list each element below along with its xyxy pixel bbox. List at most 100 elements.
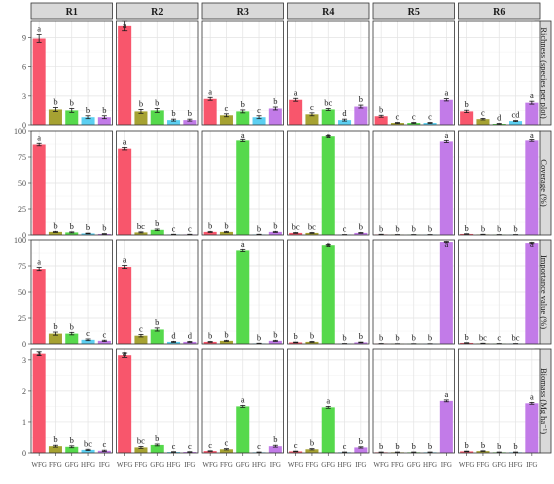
bar xyxy=(322,136,335,235)
significance-letter: b xyxy=(342,333,346,343)
x-tick-label: GFG xyxy=(236,461,250,469)
x-tick-label: WFG xyxy=(288,461,304,469)
x-tick-label: GFG xyxy=(492,461,506,469)
significance-letter: b xyxy=(86,222,90,232)
y-tick-label: 3 xyxy=(22,356,26,365)
significance-letter: b xyxy=(139,98,143,108)
y-tick-label: 25 xyxy=(18,205,26,214)
bar xyxy=(322,245,335,344)
y-tick-label: 0 xyxy=(22,449,26,458)
bar xyxy=(460,111,473,125)
bar xyxy=(118,149,131,235)
x-tick-label: FFG xyxy=(49,461,62,469)
significance-letter: b xyxy=(224,329,228,339)
significance-letter: c xyxy=(412,112,416,122)
bar xyxy=(322,109,335,125)
bar xyxy=(525,103,538,125)
bar xyxy=(236,406,249,453)
significance-letter: d xyxy=(188,330,193,340)
significance-letter: a xyxy=(444,88,448,98)
significance-letter: b xyxy=(53,97,57,107)
x-tick-label: WFG xyxy=(373,461,389,469)
x-tick-label: GFG xyxy=(150,461,164,469)
x-tick-label: FFG xyxy=(135,461,148,469)
significance-letter: b xyxy=(310,331,314,341)
significance-letter: b xyxy=(102,105,106,115)
significance-letter: bc xyxy=(324,97,332,107)
bar xyxy=(204,99,217,125)
x-tick-label: IFG xyxy=(355,461,366,469)
significance-letter: a xyxy=(241,239,245,249)
significance-letter: bc xyxy=(308,222,316,232)
significance-letter: bc xyxy=(479,332,487,342)
x-tick-label: IFG xyxy=(270,461,281,469)
column-strip-label: R3 xyxy=(237,7,249,18)
significance-letter: b xyxy=(224,220,228,230)
x-tick-label: HFG xyxy=(338,461,352,469)
bar xyxy=(236,111,249,125)
x-tick-label: WFG xyxy=(117,461,133,469)
x-tick-label: GFG xyxy=(65,461,79,469)
significance-letter: a xyxy=(326,239,330,249)
significance-letter: a xyxy=(444,239,448,249)
significance-letter: b xyxy=(257,223,261,233)
y-tick-label: 0 xyxy=(22,340,26,349)
bar xyxy=(118,267,131,344)
significance-letter: b xyxy=(102,223,106,233)
x-tick-label: IFG xyxy=(526,461,537,469)
bar xyxy=(33,269,46,344)
x-tick-label: FFG xyxy=(220,461,233,469)
x-tick-label: FFG xyxy=(391,461,404,469)
significance-letter: b xyxy=(53,220,57,230)
significance-letter: a xyxy=(37,24,41,34)
significance-letter: b xyxy=(465,223,469,233)
x-tick-label: HFG xyxy=(252,461,266,469)
significance-letter: c xyxy=(139,323,143,333)
significance-letter: cd xyxy=(512,110,521,120)
bar xyxy=(525,403,538,453)
bar xyxy=(322,407,335,453)
column-strip-label: R4 xyxy=(322,7,334,18)
significance-letter: c xyxy=(428,112,432,122)
column-strip-label: R6 xyxy=(493,7,505,18)
significance-letter: b xyxy=(412,441,416,451)
x-tick-label: GFG xyxy=(321,461,335,469)
significance-letter: b xyxy=(53,434,57,444)
significance-letter: c xyxy=(257,105,261,115)
significance-letter: b xyxy=(359,331,363,341)
x-tick-label: IFG xyxy=(184,461,195,469)
significance-letter: d xyxy=(171,330,176,340)
significance-letter: b xyxy=(86,105,90,115)
significance-letter: b xyxy=(395,224,399,234)
bar xyxy=(236,140,249,235)
significance-letter: a xyxy=(326,395,330,405)
significance-letter: c xyxy=(343,224,347,234)
significance-letter: b xyxy=(155,97,159,107)
significance-letter: b xyxy=(513,441,517,451)
significance-letter: b xyxy=(155,218,159,228)
x-tick-label: HFG xyxy=(509,461,523,469)
x-tick-label: FFG xyxy=(477,461,490,469)
significance-letter: a xyxy=(326,130,330,140)
significance-letter: b xyxy=(359,222,363,232)
significance-letter: b xyxy=(395,441,399,451)
bar xyxy=(440,100,453,125)
significance-letter: b xyxy=(513,224,517,234)
significance-letter: b xyxy=(465,440,469,450)
significance-letter: b xyxy=(359,94,363,104)
significance-letter: c xyxy=(225,103,229,113)
significance-letter: b xyxy=(497,441,501,451)
significance-letter: b xyxy=(310,438,314,448)
significance-letter: b xyxy=(70,97,74,107)
significance-letter: a xyxy=(294,87,298,97)
significance-letter: a xyxy=(530,130,534,140)
bar xyxy=(440,401,453,453)
bar xyxy=(289,100,302,125)
significance-letter: a xyxy=(444,389,448,399)
x-tick-label: HFG xyxy=(81,461,95,469)
significance-letter: c xyxy=(310,102,314,112)
y-tick-label: 6 xyxy=(22,63,26,72)
y-tick-label: 75 xyxy=(18,262,26,271)
y-tick-label: 1 xyxy=(22,418,26,427)
